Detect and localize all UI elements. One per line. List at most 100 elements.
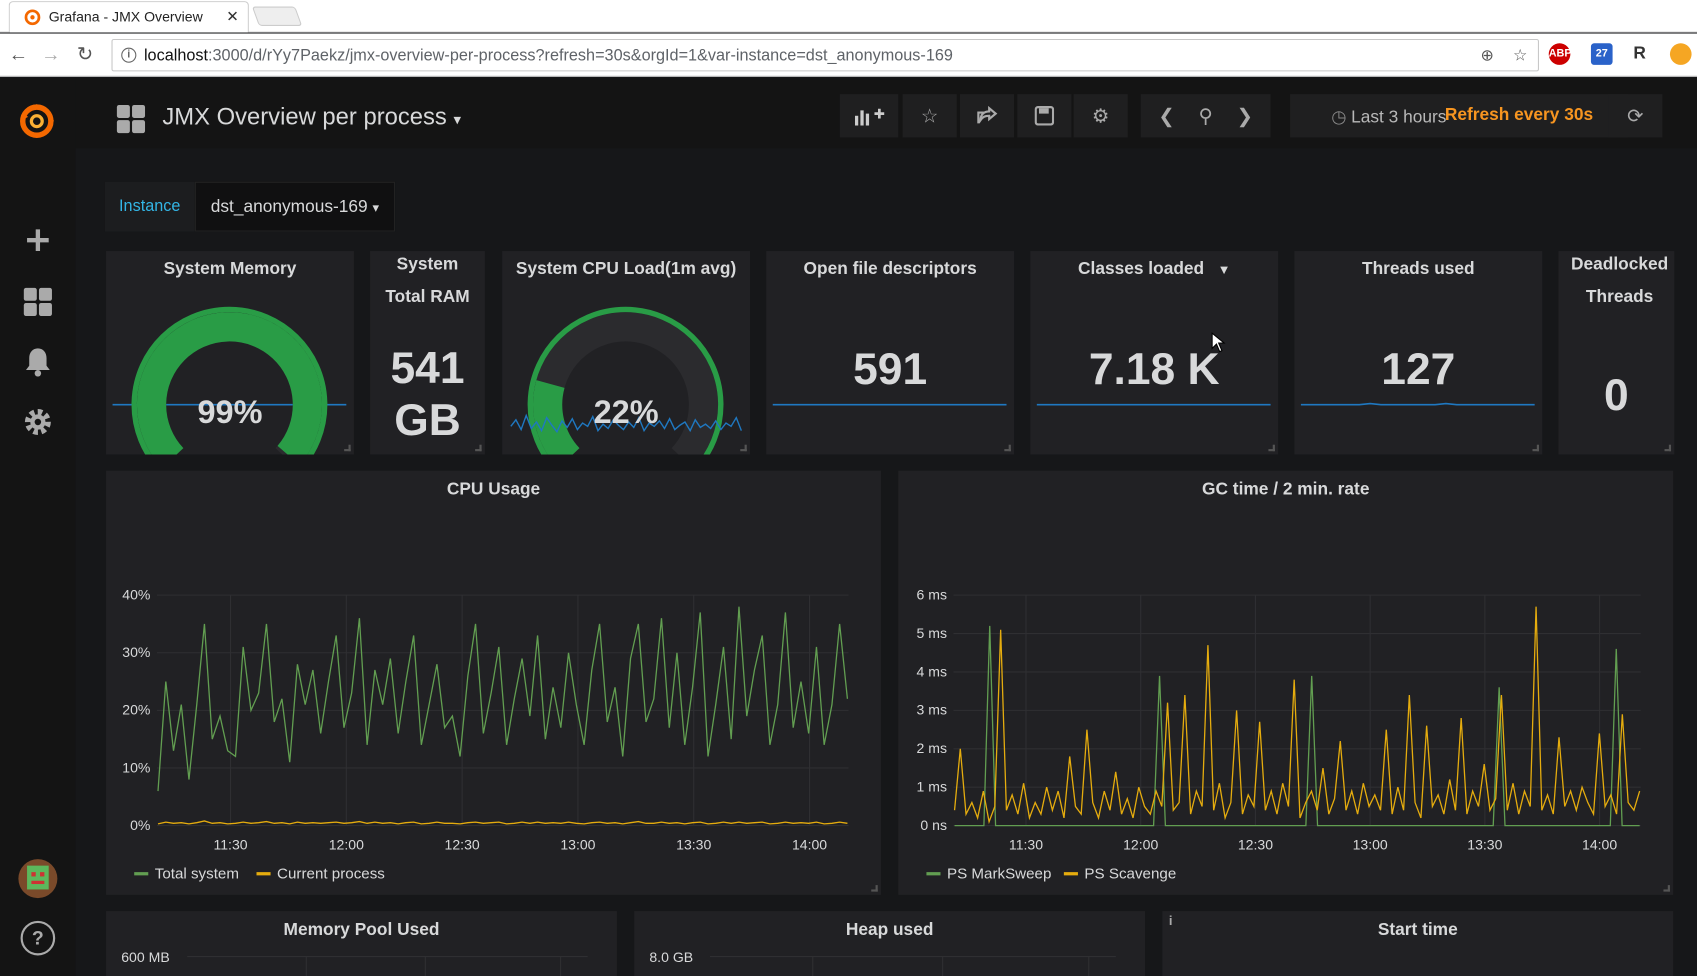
- back-icon[interactable]: ←: [8, 43, 29, 65]
- panel-system-cpu-load[interactable]: System CPU Load(1m avg) 22%: [502, 251, 751, 455]
- gauge-value-arc: [136, 312, 322, 455]
- dashboard-main: JMX Overview per process ▾ ☆ ⚙ ❮ ⚲ ❯ ◷ L…: [75, 77, 1697, 976]
- panel-threads-used[interactable]: Threads used 127: [1294, 251, 1543, 455]
- y-tick-label: 20%: [122, 702, 150, 718]
- legend-ps-marksweep[interactable]: PS MarkSweep: [926, 865, 1051, 882]
- panel-system-memory[interactable]: System Memory 99%: [106, 251, 354, 455]
- gauge-system-memory: [112, 306, 347, 455]
- panel-title: System CPU Load(1m avg): [515, 259, 737, 279]
- panel-deadlocked-threads[interactable]: Deadlocked Threads 0: [1558, 251, 1675, 455]
- save-dashboard-button[interactable]: [1017, 94, 1072, 138]
- alerting-bell-icon[interactable]: [22, 345, 54, 377]
- panel-heap-used[interactable]: Heap used 8.0 GB: [634, 911, 1146, 976]
- bookmark-star-icon[interactable]: ☆: [1513, 46, 1528, 65]
- panel-cpu-usage[interactable]: CPU Usage 0% 10% 20% 30% 40% 11:30 12:00 12:30 1…: [106, 470, 881, 895]
- x-tick-label: 12:30: [1238, 836, 1273, 852]
- grafana-logo-icon[interactable]: [15, 100, 58, 143]
- panel-title: GC time / 2 min. rate: [1202, 480, 1370, 499]
- stat-value: 0: [1604, 370, 1629, 420]
- x-tick-label: 13:30: [676, 836, 711, 852]
- memory-pool-grid: [187, 955, 588, 976]
- resize-handle[interactable]: [1663, 885, 1670, 892]
- r-extension-icon[interactable]: R: [1633, 44, 1646, 63]
- address-bar-row: ← → ↻ i localhost:3000/d/rYy7Paekz/jmx-o…: [0, 33, 1697, 77]
- sparkline-classes: [1036, 403, 1271, 406]
- legend-total-system[interactable]: Total system: [134, 865, 239, 882]
- x-tick-label: 12:30: [445, 836, 480, 852]
- dashboards-icon[interactable]: [22, 286, 54, 318]
- create-plus-icon[interactable]: [22, 224, 54, 256]
- dashboard-title[interactable]: JMX Overview per process ▾: [162, 103, 461, 131]
- panel-gc-time[interactable]: GC time / 2 min. rate 0 ns 1 ms 2 ms 3 ms 4 …: [898, 470, 1674, 895]
- address-bar[interactable]: i localhost:3000/d/rYy7Paekz/jmx-overvie…: [111, 38, 1539, 72]
- chevron-down-icon: ▾: [453, 110, 462, 128]
- user-avatar[interactable]: [18, 859, 58, 899]
- forward-icon[interactable]: →: [41, 43, 61, 65]
- add-panel-button[interactable]: [839, 94, 899, 138]
- close-tab-icon[interactable]: ✕: [226, 7, 239, 25]
- resize-handle[interactable]: [1268, 444, 1275, 452]
- calendar-badge: 27: [1595, 47, 1608, 60]
- panel-system-total-ram[interactable]: System Total RAM 541 GB: [370, 251, 485, 455]
- resize-handle[interactable]: [740, 444, 747, 452]
- zoom-out-icon[interactable]: ⚲: [1198, 104, 1213, 127]
- resize-handle[interactable]: [475, 444, 482, 452]
- dashboard-settings-button[interactable]: ⚙: [1073, 94, 1128, 138]
- reload-icon[interactable]: ↻: [76, 43, 94, 65]
- settings-gear-icon: ⚙: [1091, 104, 1110, 127]
- series-line-ps-scavenge: [953, 606, 1641, 825]
- panel-title[interactable]: Classes loaded ▼: [1030, 253, 1278, 285]
- time-picker[interactable]: [1290, 94, 1628, 138]
- zoom-icon[interactable]: ⊕: [1480, 46, 1495, 65]
- x-tick-label: 13:00: [560, 836, 595, 852]
- stat-value: 22%: [593, 394, 659, 431]
- refresh-button[interactable]: ⟳: [1608, 94, 1663, 138]
- new-tab-button[interactable]: [251, 6, 303, 26]
- resize-handle[interactable]: [344, 444, 351, 452]
- cpu-usage-chart: 0% 10% 20% 30% 40% 11:30 12:00 12:30 13:00 13:30 1…: [122, 586, 849, 852]
- panel-classes-loaded[interactable]: Classes loaded ▼ 7.18 K: [1030, 251, 1279, 455]
- legend-swatch: [1063, 871, 1078, 875]
- legend-ps-scavenge[interactable]: PS Scavenge: [1063, 865, 1176, 882]
- dashboard-grid-icon[interactable]: [116, 104, 146, 134]
- panel-start-time[interactable]: i Start time: [1162, 911, 1674, 976]
- site-info-icon[interactable]: i: [121, 47, 137, 63]
- x-tick-label: 13:30: [1467, 836, 1502, 852]
- panel-open-fds[interactable]: Open file descriptors 591: [766, 251, 1015, 455]
- x-tick-label: 12:00: [1123, 836, 1158, 852]
- panel-title: Start time: [1377, 920, 1458, 940]
- resize-handle[interactable]: [1664, 444, 1672, 452]
- browser-tab[interactable]: Grafana - JMX Overview ✕: [8, 1, 249, 33]
- resize-handle[interactable]: [871, 885, 878, 892]
- time-forward-icon[interactable]: ❯: [1236, 104, 1253, 127]
- dashboard-navbar: JMX Overview per process ▾ ☆ ⚙ ❮ ⚲ ❯ ◷ L…: [75, 77, 1697, 149]
- stat-value: 99%: [197, 394, 263, 431]
- configuration-gear-icon[interactable]: [22, 406, 54, 438]
- sparkline-threads: [1300, 402, 1535, 406]
- time-back-icon[interactable]: ❮: [1158, 104, 1175, 127]
- variable-value: dst_anonymous-169: [210, 198, 368, 217]
- star-dashboard-button[interactable]: ☆: [902, 94, 957, 138]
- panel-info-icon[interactable]: i: [1168, 913, 1173, 929]
- orange-extension-icon[interactable]: [1669, 43, 1692, 65]
- legend-current-process[interactable]: Current process: [256, 865, 385, 882]
- panel-memory-pool-used[interactable]: Memory Pool Used 600 MB: [106, 911, 617, 976]
- refresh-icon: ⟳: [1627, 104, 1644, 127]
- dashboard-title-text: JMX Overview per process: [162, 102, 447, 130]
- calendar-extension-icon[interactable]: 27: [1590, 43, 1613, 65]
- template-variable-instance: Instance dst_anonymous-169 ▾: [104, 181, 396, 232]
- time-range-label[interactable]: ◷ Last 3 hours: [1331, 106, 1446, 128]
- resize-handle[interactable]: [1004, 444, 1011, 452]
- help-icon[interactable]: ?: [20, 920, 56, 956]
- share-dashboard-button[interactable]: [959, 94, 1015, 138]
- resize-handle[interactable]: [1532, 444, 1539, 452]
- refresh-interval-label[interactable]: Refresh every 30s: [1444, 106, 1594, 125]
- y-tick-label: 10%: [122, 759, 150, 775]
- variable-dropdown[interactable]: dst_anonymous-169 ▾: [194, 181, 396, 232]
- chevron-down-icon: ▾: [372, 200, 379, 216]
- adblock-extension-icon[interactable]: ABP: [1548, 43, 1572, 65]
- panel-title: Memory Pool Used: [283, 920, 440, 940]
- panel-menu-caret-icon[interactable]: ▼: [1217, 261, 1231, 278]
- y-tick: 8.0 GB: [649, 948, 694, 966]
- url-path: :3000/d/rYy7Paekz/jmx-overview-per-proce…: [208, 46, 953, 65]
